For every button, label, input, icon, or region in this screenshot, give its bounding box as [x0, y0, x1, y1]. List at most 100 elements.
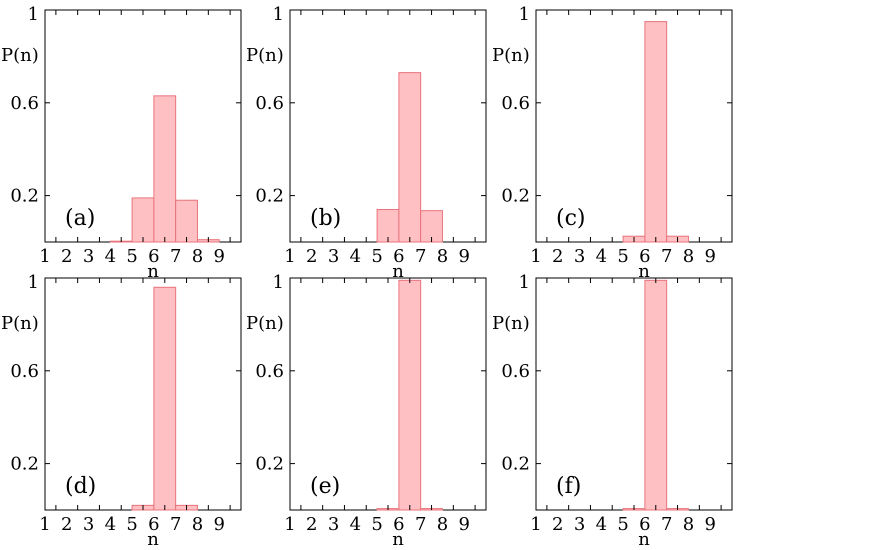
y-tick-label: 0.2: [255, 186, 284, 207]
x-tick-label: 4: [105, 246, 116, 267]
x-tick-label: 1: [530, 246, 541, 267]
subplot-b: 0.20.611 2 3 4 5 6 7 8 9P(n)n(b): [246, 4, 487, 282]
x-tick-label: 8: [683, 246, 694, 267]
x-tick-label: 4: [596, 246, 607, 267]
y-tick-label: 0.6: [10, 361, 39, 382]
x-tick-label: 5: [371, 246, 382, 267]
panel-label: (a): [65, 206, 95, 231]
panel-label: (d): [65, 474, 96, 499]
subplot-a: 0.20.611 2 3 4 5 6 7 8 9P(n)n(a): [1, 4, 242, 282]
panel-label: (b): [310, 206, 341, 231]
x-tick-label: 9: [458, 246, 469, 267]
y-axis-label: P(n): [1, 45, 39, 66]
y-tick-label: 0.2: [255, 454, 284, 475]
x-tick-label: 3: [574, 514, 585, 535]
x-tick-label: 6: [148, 514, 159, 535]
y-tick-label: 0.2: [10, 186, 39, 207]
x-tick-label: 5: [126, 246, 137, 267]
y-tick-label: 0.2: [10, 454, 39, 475]
panel-label: (f): [556, 474, 581, 499]
panel-label: (c): [556, 206, 586, 231]
subplot-d: 0.20.611 2 3 4 5 6 7 8 9P(n)n(d): [1, 272, 242, 550]
y-tick-label: 0.6: [255, 93, 284, 114]
x-tick-label: 7: [661, 246, 672, 267]
x-tick-label: 2: [306, 514, 317, 535]
x-axis-label: n: [392, 529, 404, 550]
y-tick-label: 1: [28, 4, 39, 25]
x-tick-label: 3: [83, 246, 94, 267]
x-tick-label: 7: [170, 514, 181, 535]
subplot-e: 0.20.611 2 3 4 5 6 7 8 9P(n)n(e): [246, 272, 487, 550]
y-tick-label: 0.2: [501, 186, 530, 207]
y-tick-label: 1: [273, 272, 284, 293]
x-tick-label: 2: [552, 514, 563, 535]
x-tick-label: 2: [306, 246, 317, 267]
y-axis-label: P(n): [246, 313, 284, 334]
y-tick-label: 1: [519, 272, 530, 293]
x-tick-label: 6: [148, 246, 159, 267]
subplot-c: 0.20.611 2 3 4 5 6 7 8 9P(n)n(c): [492, 4, 733, 282]
x-tick-label: 8: [192, 514, 203, 535]
x-tick-label: 1: [284, 514, 295, 535]
bar-n5: [131, 197, 155, 243]
x-tick-label: 4: [105, 514, 116, 535]
x-tick-label: 4: [350, 246, 361, 267]
bar-n6: [398, 72, 422, 243]
y-tick-label: 1: [519, 4, 530, 25]
bar-n6: [153, 95, 177, 243]
x-axis-label: n: [147, 529, 159, 550]
x-tick-label: 2: [552, 246, 563, 267]
y-tick-label: 0.6: [501, 93, 530, 114]
x-tick-label: 5: [126, 514, 137, 535]
x-tick-label: 4: [596, 514, 607, 535]
x-tick-label: 6: [639, 246, 650, 267]
x-tick-label: 8: [192, 246, 203, 267]
x-axis-label: n: [638, 529, 650, 550]
x-tick-label: 6: [639, 514, 650, 535]
x-tick-label: 6: [393, 514, 404, 535]
x-tick-label: 9: [213, 246, 224, 267]
x-tick-label: 9: [458, 514, 469, 535]
x-tick-label: 5: [371, 514, 382, 535]
x-tick-label: 1: [530, 514, 541, 535]
y-axis-label: P(n): [492, 45, 530, 66]
x-axis-label: n: [638, 261, 650, 282]
x-tick-label: 8: [683, 514, 694, 535]
x-tick-label: 5: [617, 514, 628, 535]
x-tick-label: 7: [170, 246, 181, 267]
x-axis-label: n: [147, 261, 159, 282]
panel-label: (e): [310, 474, 340, 499]
x-tick-label: 1: [284, 246, 295, 267]
x-tick-label: 9: [704, 246, 715, 267]
x-tick-label: 2: [61, 246, 72, 267]
x-tick-label: 4: [350, 514, 361, 535]
x-axis-label: n: [392, 261, 404, 282]
x-tick-label: 3: [328, 514, 339, 535]
x-tick-label: 6: [393, 246, 404, 267]
bar-n6: [398, 279, 422, 511]
y-tick-label: 0.6: [10, 93, 39, 114]
x-tick-label: 9: [704, 514, 715, 535]
x-tick-label: 7: [415, 514, 426, 535]
x-tick-label: 9: [213, 514, 224, 535]
y-axis-label: P(n): [246, 45, 284, 66]
bar-n7: [175, 199, 198, 243]
subplot-f: 0.20.611 2 3 4 5 6 7 8 9P(n)n(f): [492, 272, 733, 550]
y-tick-label: 0.2: [501, 454, 530, 475]
y-tick-label: 0.6: [501, 361, 530, 382]
x-tick-label: 7: [661, 514, 672, 535]
bar-n6: [153, 286, 177, 511]
x-tick-label: 8: [437, 514, 448, 535]
y-tick-label: 0.6: [255, 361, 284, 382]
y-axis-label: P(n): [492, 313, 530, 334]
bar-n6: [644, 279, 668, 511]
x-tick-label: 1: [39, 514, 50, 535]
x-tick-label: 1: [39, 246, 50, 267]
y-tick-label: 1: [28, 272, 39, 293]
y-tick-label: 1: [273, 4, 284, 25]
x-tick-label: 5: [617, 246, 628, 267]
x-tick-label: 3: [328, 246, 339, 267]
y-axis-label: P(n): [1, 313, 39, 334]
x-tick-label: 3: [574, 246, 585, 267]
